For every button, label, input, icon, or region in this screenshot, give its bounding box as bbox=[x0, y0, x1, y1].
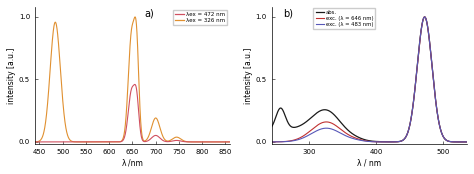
Legend: abs., exc. (λ = 646 nm), exc. (λ = 483 nm): abs., exc. (λ = 646 nm), exc. (λ = 483 n… bbox=[313, 8, 375, 29]
Y-axis label: intensity [a.u.]: intensity [a.u.] bbox=[244, 48, 253, 104]
X-axis label: λ /nm: λ /nm bbox=[122, 158, 143, 167]
Legend: λex = 472 nm, λex = 326 nm: λex = 472 nm, λex = 326 nm bbox=[173, 10, 228, 25]
X-axis label: λ / nm: λ / nm bbox=[357, 158, 382, 167]
Text: a): a) bbox=[144, 9, 154, 19]
Y-axis label: intensity [a.u.]: intensity [a.u.] bbox=[7, 48, 16, 104]
Text: b): b) bbox=[283, 9, 293, 19]
